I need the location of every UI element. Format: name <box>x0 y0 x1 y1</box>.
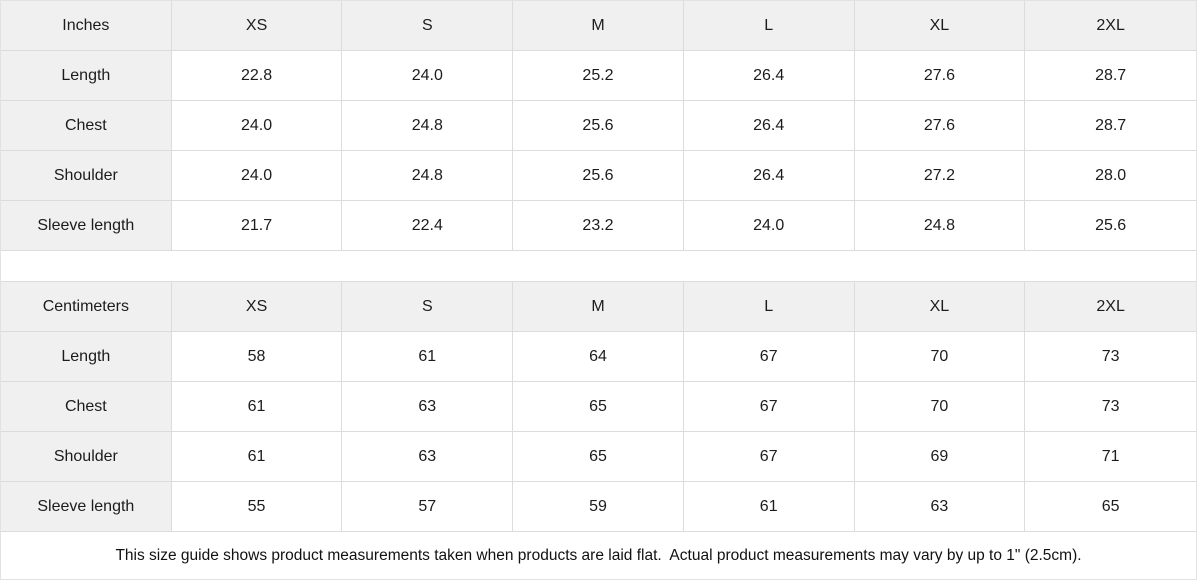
value-cell: 28.0 <box>1025 151 1196 201</box>
size-header-xs: XS <box>171 1 343 51</box>
value-cell: 73 <box>1025 382 1196 432</box>
unit-header-centimeters: Centimeters <box>1 282 172 332</box>
inches-size-table: Inches XS S M L XL 2XL Length 22.8 24.0 … <box>1 1 1196 251</box>
value-cell: 23.2 <box>513 201 684 251</box>
value-cell: 61 <box>342 332 514 382</box>
size-header-xs: XS <box>171 282 343 332</box>
value-cell: 21.7 <box>171 201 343 251</box>
row-label-chest: Chest <box>1 382 172 432</box>
value-cell: 64 <box>513 332 684 382</box>
value-cell: 65 <box>1025 482 1196 532</box>
value-cell: 69 <box>854 432 1026 482</box>
size-header-m: M <box>513 282 684 332</box>
row-label-sleeve-length: Sleeve length <box>1 201 172 251</box>
value-cell: 26.4 <box>683 51 855 101</box>
value-cell: 24.0 <box>171 151 343 201</box>
value-cell: 28.7 <box>1025 51 1196 101</box>
value-cell: 24.0 <box>342 51 514 101</box>
value-cell: 25.6 <box>513 151 684 201</box>
row-label-length: Length <box>1 332 172 382</box>
value-cell: 67 <box>683 432 855 482</box>
value-cell: 65 <box>513 432 684 482</box>
value-cell: 71 <box>1025 432 1196 482</box>
row-label-length: Length <box>1 51 172 101</box>
value-cell: 70 <box>854 382 1026 432</box>
value-cell: 63 <box>342 382 514 432</box>
row-label-shoulder: Shoulder <box>1 151 172 201</box>
value-cell: 27.2 <box>854 151 1026 201</box>
value-cell: 25.6 <box>513 101 684 151</box>
value-cell: 63 <box>854 482 1026 532</box>
row-label-chest: Chest <box>1 101 172 151</box>
size-header-xl: XL <box>854 282 1026 332</box>
value-cell: 27.6 <box>854 51 1026 101</box>
value-cell: 63 <box>342 432 514 482</box>
value-cell: 27.6 <box>854 101 1026 151</box>
value-cell: 26.4 <box>683 101 855 151</box>
value-cell: 65 <box>513 382 684 432</box>
value-cell: 25.6 <box>1025 201 1196 251</box>
value-cell: 61 <box>171 432 343 482</box>
value-cell: 22.8 <box>171 51 343 101</box>
value-cell: 67 <box>683 382 855 432</box>
value-cell: 24.8 <box>342 151 514 201</box>
size-header-s: S <box>342 282 514 332</box>
size-guide-footer: This size guide shows product measuremen… <box>1 532 1196 579</box>
value-cell: 25.2 <box>513 51 684 101</box>
row-label-shoulder: Shoulder <box>1 432 172 482</box>
value-cell: 57 <box>342 482 514 532</box>
size-header-l: L <box>683 282 855 332</box>
size-header-2xl: 2XL <box>1025 1 1196 51</box>
value-cell: 70 <box>854 332 1026 382</box>
row-label-sleeve-length: Sleeve length <box>1 482 172 532</box>
table-spacer <box>1 251 1196 281</box>
value-cell: 24.8 <box>854 201 1026 251</box>
size-header-l: L <box>683 1 855 51</box>
value-cell: 61 <box>683 482 855 532</box>
size-header-xl: XL <box>854 1 1026 51</box>
centimeters-size-table: Centimeters XS S M L XL 2XL Length 58 61… <box>1 281 1196 532</box>
value-cell: 55 <box>171 482 343 532</box>
size-guide-note: This size guide shows product measuremen… <box>115 546 1082 564</box>
value-cell: 67 <box>683 332 855 382</box>
value-cell: 28.7 <box>1025 101 1196 151</box>
unit-header-inches: Inches <box>1 1 172 51</box>
size-header-m: M <box>513 1 684 51</box>
value-cell: 61 <box>171 382 343 432</box>
value-cell: 22.4 <box>342 201 514 251</box>
size-header-s: S <box>342 1 514 51</box>
size-header-2xl: 2XL <box>1025 282 1196 332</box>
value-cell: 58 <box>171 332 343 382</box>
value-cell: 24.0 <box>683 201 855 251</box>
value-cell: 59 <box>513 482 684 532</box>
value-cell: 24.0 <box>171 101 343 151</box>
value-cell: 24.8 <box>342 101 514 151</box>
value-cell: 26.4 <box>683 151 855 201</box>
value-cell: 73 <box>1025 332 1196 382</box>
